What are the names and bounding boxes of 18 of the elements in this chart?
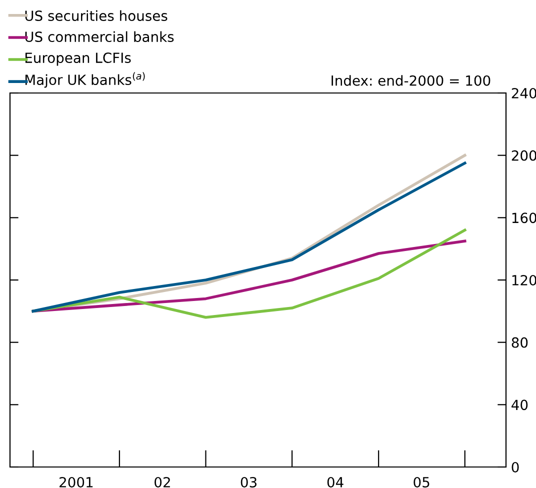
legend-label: US commercial banks [25,31,174,42]
x-tick-label: 03 [240,476,257,488]
y-tick-label: 120 [512,274,536,286]
legend-label: US securities houses [25,10,168,22]
y-tick-label: 0 [512,462,519,472]
y-tick-label: 200 [512,150,536,161]
y-tick-label: 40 [512,400,528,410]
legend-label: European LCFIs [25,52,131,66]
y-tick-label: 160 [512,212,536,224]
x-tick-label: 04 [327,476,344,488]
line-series [32,228,466,319]
x-tick-label: 2001 [60,476,93,488]
legend-label: Major UK banks$^{(a)}$ [25,72,145,88]
text: Index: end-2000 = 100 [332,75,490,86]
x-tick-label: 05 [414,476,430,488]
y-tick-label: 240 [512,88,536,98]
x-tick-label: 02 [154,476,170,488]
y-tick-label: 80 [512,337,528,348]
